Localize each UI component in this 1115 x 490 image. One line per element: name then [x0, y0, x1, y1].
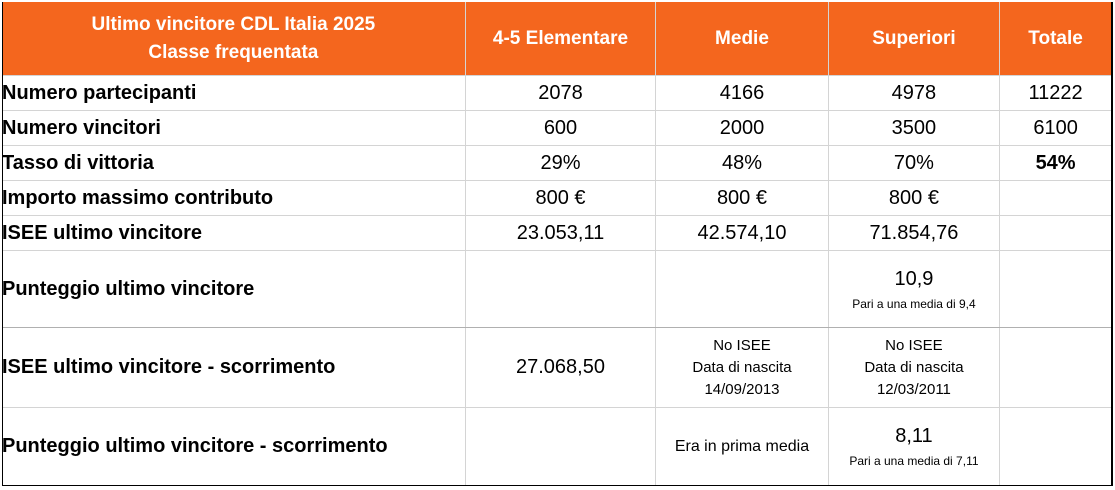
header-medie: Medie: [655, 2, 829, 76]
cell-isee-scorrimento-totale: [999, 327, 1114, 408]
table-title: Ultimo vincitore CDL Italia 2025: [91, 13, 376, 35]
table-row: ISEE ultimo vincitore 23.053,11 42.574,1…: [2, 215, 1114, 251]
header-elementare: 4-5 Elementare: [465, 2, 657, 76]
cell-isee-superiori: 71.854,76: [828, 215, 1001, 251]
cell-importo-medie: 800 €: [655, 180, 829, 216]
cell-isee-scorrimento-superiori: No ISEE Data di nascita 12/03/2011: [828, 327, 1001, 408]
isee-scorr-superiori-line1: No ISEE: [885, 336, 943, 354]
cell-isee-totale: [999, 215, 1114, 251]
table-row: Punteggio ultimo vincitore - scorrimento…: [2, 407, 1114, 486]
row-label-punteggio: Punteggio ultimo vincitore: [2, 250, 466, 328]
header-row: Ultimo vincitore CDL Italia 2025 Classe …: [2, 2, 1114, 76]
row-label-importo: Importo massimo contributo: [2, 180, 466, 216]
cell-punteggio-scorrimento-elementare: [465, 407, 657, 486]
row-label-isee: ISEE ultimo vincitore: [2, 215, 466, 251]
cell-vincitori-medie: 2000: [655, 110, 829, 146]
cell-tasso-medie: 48%: [655, 145, 829, 181]
row-label-tasso: Tasso di vittoria: [2, 145, 466, 181]
cell-tasso-elementare: 29%: [465, 145, 657, 181]
cell-isee-scorrimento-elementare: 27.068,50: [465, 327, 657, 408]
row-label-punteggio-scorrimento: Punteggio ultimo vincitore - scorrimento: [2, 407, 466, 486]
cell-isee-scorrimento-medie: No ISEE Data di nascita 14/09/2013: [655, 327, 829, 408]
isee-scorr-medie-line1: No ISEE: [713, 336, 771, 354]
cell-importo-totale: [999, 180, 1114, 216]
table-row: Importo massimo contributo 800 € 800 € 8…: [2, 180, 1114, 216]
cell-partecipanti-superiori: 4978: [828, 75, 1001, 111]
cell-isee-elementare: 23.053,11: [465, 215, 657, 251]
punteggio-note: Pari a una media di 9,4: [852, 296, 976, 311]
cell-tasso-totale: 54%: [999, 145, 1114, 181]
cell-vincitori-elementare: 600: [465, 110, 657, 146]
isee-scorr-medie-line3: 14/09/2013: [704, 380, 780, 398]
table-row: Punteggio ultimo vincitore 10,9 Pari a u…: [2, 250, 1114, 328]
table-subtitle: Classe frequentata: [148, 41, 319, 63]
cell-importo-elementare: 800 €: [465, 180, 657, 216]
cell-partecipanti-totale: 11222: [999, 75, 1114, 111]
cell-punteggio-medie: [655, 250, 829, 328]
punteggio-scorr-value: 8,11: [895, 425, 933, 447]
cell-partecipanti-elementare: 2078: [465, 75, 657, 111]
cell-punteggio-totale: [999, 250, 1114, 328]
cell-punteggio-scorrimento-superiori: 8,11 Pari a una media di 7,11: [828, 407, 1001, 486]
table-row: Numero vincitori 600 2000 3500 6100: [2, 110, 1114, 146]
cell-importo-superiori: 800 €: [828, 180, 1001, 216]
punteggio-value: 10,9: [894, 267, 934, 290]
cell-punteggio-superiori: 10,9 Pari a una media di 9,4: [828, 250, 1001, 328]
isee-scorr-medie-line2: Data di nascita: [692, 358, 792, 376]
row-label-isee-scorrimento: ISEE ultimo vincitore - scorrimento: [2, 327, 466, 408]
cell-vincitori-totale: 6100: [999, 110, 1114, 146]
table-row: ISEE ultimo vincitore - scorrimento 27.0…: [2, 327, 1114, 408]
cell-punteggio-scorrimento-totale: [999, 407, 1114, 486]
header-superiori: Superiori: [828, 2, 1001, 76]
cell-punteggio-scorrimento-medie: Era in prima media: [655, 407, 829, 486]
cell-vincitori-superiori: 3500: [828, 110, 1001, 146]
cell-partecipanti-medie: 4166: [655, 75, 829, 111]
table-title-cell: Ultimo vincitore CDL Italia 2025 Classe …: [2, 2, 466, 76]
header-totale: Totale: [999, 2, 1114, 76]
cell-tasso-superiori: 70%: [828, 145, 1001, 181]
isee-scorr-superiori-line3: 12/03/2011: [876, 380, 951, 398]
cell-punteggio-elementare: [465, 250, 657, 328]
cell-isee-medie: 42.574,10: [655, 215, 829, 251]
row-label-partecipanti: Numero partecipanti: [2, 75, 466, 111]
table-row: Tasso di vittoria 29% 48% 70% 54%: [2, 145, 1114, 181]
table-row: Numero partecipanti 2078 4166 4978 11222: [2, 75, 1114, 111]
punteggio-scorr-note: Pari a una media di 7,11: [849, 454, 979, 468]
isee-scorr-superiori-line2: Data di nascita: [864, 358, 964, 376]
row-label-vincitori: Numero vincitori: [2, 110, 466, 146]
